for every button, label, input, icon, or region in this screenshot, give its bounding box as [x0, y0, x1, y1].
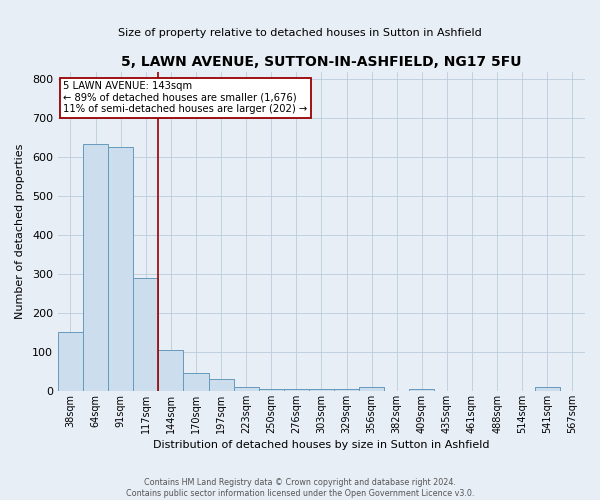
Bar: [184, 373, 209, 391]
Bar: [209, 379, 233, 391]
Bar: [284, 388, 309, 391]
Bar: [83, 144, 108, 391]
Text: Size of property relative to detached houses in Sutton in Ashfield: Size of property relative to detached ho…: [118, 28, 482, 38]
Y-axis label: Number of detached properties: Number of detached properties: [15, 144, 25, 319]
Bar: [133, 278, 158, 391]
Bar: [233, 386, 259, 391]
Title: 5, LAWN AVENUE, SUTTON-IN-ASHFIELD, NG17 5FU: 5, LAWN AVENUE, SUTTON-IN-ASHFIELD, NG17…: [121, 55, 522, 69]
Bar: [359, 386, 384, 391]
Bar: [108, 148, 133, 391]
Text: Contains HM Land Registry data © Crown copyright and database right 2024.
Contai: Contains HM Land Registry data © Crown c…: [126, 478, 474, 498]
Bar: [535, 386, 560, 391]
Bar: [309, 388, 334, 391]
X-axis label: Distribution of detached houses by size in Sutton in Ashfield: Distribution of detached houses by size …: [153, 440, 490, 450]
Bar: [158, 350, 184, 391]
Text: 5 LAWN AVENUE: 143sqm
← 89% of detached houses are smaller (1,676)
11% of semi-d: 5 LAWN AVENUE: 143sqm ← 89% of detached …: [63, 81, 307, 114]
Bar: [259, 388, 284, 391]
Bar: [409, 388, 434, 391]
Bar: [58, 332, 83, 391]
Bar: [334, 388, 359, 391]
